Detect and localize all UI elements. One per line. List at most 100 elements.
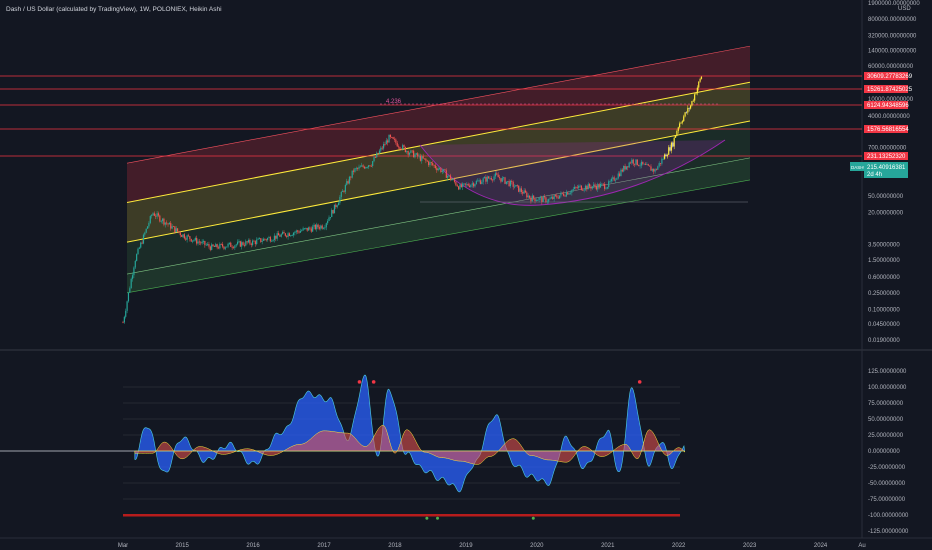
- price-tag-label: 6124.94348596: [867, 103, 909, 109]
- oscillator-axis-label: 100.00000000: [868, 385, 907, 391]
- candle-body: [673, 137, 675, 147]
- candle-body: [160, 221, 162, 222]
- candle-body: [440, 168, 442, 173]
- oscillator-axis-label: 125.00000000: [868, 369, 907, 375]
- candle-body: [357, 168, 359, 169]
- time-axis-label: 2017: [317, 543, 331, 549]
- candle-body: [142, 234, 145, 244]
- candle-body: [569, 192, 572, 194]
- candle-body: [213, 246, 216, 247]
- candle-body: [609, 181, 611, 183]
- candle-body: [636, 159, 638, 166]
- candle-body: [414, 154, 416, 158]
- candle-body: [556, 195, 558, 198]
- candle-body: [190, 238, 192, 242]
- candle-body: [601, 183, 603, 185]
- candle-body: [141, 242, 143, 244]
- channel-band: [127, 157, 750, 293]
- candle-body: [464, 183, 467, 185]
- candle-body: [462, 183, 464, 188]
- candle-body: [586, 185, 588, 190]
- channel-line: [126, 81, 751, 203]
- time-axis[interactable]: Mar 2015 2016 2017 2018 2019 2020 2021 2022 2023 2…: [118, 543, 866, 549]
- candle-body: [662, 158, 664, 160]
- candle-body: [437, 168, 439, 171]
- candle-body: [183, 234, 185, 239]
- candle-body: [428, 161, 430, 166]
- candle-body: [194, 237, 196, 241]
- candle-body: [632, 159, 634, 164]
- time-axis-label: 2023: [743, 543, 757, 549]
- candle-body: [254, 241, 256, 245]
- candle-body: [539, 197, 542, 198]
- candle-body: [654, 169, 656, 172]
- candle-body: [362, 165, 364, 167]
- oscillator-signals: [357, 380, 642, 520]
- price-axis-currency: USD: [898, 6, 911, 12]
- oscillator-axis-label: -125.00000000: [868, 529, 909, 535]
- candle-body: [312, 226, 314, 232]
- price-axis[interactable]: 1900000.00000000 800000.00000000 320000.00…: [868, 1, 920, 344]
- candle-body: [382, 144, 385, 149]
- candle-body: [429, 162, 431, 166]
- candle-body: [377, 152, 379, 154]
- candle-body: [519, 188, 521, 192]
- candle-body: [575, 186, 577, 188]
- candle-body: [186, 235, 188, 240]
- candle-body: [668, 147, 670, 155]
- candle-body: [166, 222, 168, 224]
- candle-body: [346, 181, 348, 185]
- candle-body: [287, 233, 289, 237]
- oscillator-axis[interactable]: 125.00000000 100.00000000 75.00000000 50.00…: [868, 369, 909, 535]
- candle-body: [397, 146, 400, 148]
- candle-body: [604, 184, 606, 189]
- candle-body: [496, 173, 498, 175]
- candle-body: [528, 195, 531, 198]
- candle-body: [234, 245, 236, 248]
- candle-body: [347, 181, 349, 184]
- candle-body: [201, 241, 203, 244]
- candle-body: [209, 246, 211, 250]
- candle-body: [412, 150, 415, 158]
- price-candles: [122, 76, 703, 324]
- price-axis-label: 1900000.00000000: [868, 1, 920, 7]
- candle-body: [329, 217, 331, 218]
- candle-body: [531, 195, 533, 202]
- candle-body: [672, 142, 674, 147]
- candle-body: [459, 184, 461, 190]
- candle-body: [561, 192, 563, 194]
- candle-body: [560, 192, 562, 196]
- symbol-tag-name: DASHUSD: [851, 165, 874, 170]
- candle-body: [134, 260, 136, 268]
- oscillator-axis-label: 50.00000000: [868, 417, 904, 423]
- candle-body: [530, 197, 532, 202]
- candle-body: [378, 150, 381, 154]
- candle-body: [471, 183, 473, 185]
- candle-body: [608, 181, 610, 188]
- candle-body: [170, 222, 172, 229]
- candle-body: [176, 228, 179, 232]
- candle-body: [359, 166, 361, 168]
- candle-body: [407, 151, 409, 155]
- candle-body: [444, 169, 446, 171]
- price-axis-label: 700.00000000: [868, 146, 907, 152]
- candle-body: [449, 175, 452, 180]
- candle-body: [695, 93, 697, 95]
- candle-body: [198, 241, 201, 243]
- candle-body: [651, 168, 653, 171]
- price-axis-label: 1.50000000: [868, 258, 900, 264]
- candle-body: [501, 177, 503, 182]
- candle-body: [123, 316, 125, 323]
- candle-body: [235, 244, 237, 246]
- symbol-tag-price: 215.40916381: [867, 165, 906, 171]
- candle-body: [631, 159, 633, 163]
- candle-body: [452, 179, 454, 181]
- chart-title: Dash / US Dollar (calculated by TradingV…: [6, 6, 222, 13]
- channel-line: [126, 179, 751, 294]
- candle-body: [342, 190, 344, 192]
- candle-body: [339, 196, 341, 203]
- candle-body: [526, 192, 528, 198]
- candle-body: [156, 213, 158, 217]
- candle-body: [388, 134, 390, 143]
